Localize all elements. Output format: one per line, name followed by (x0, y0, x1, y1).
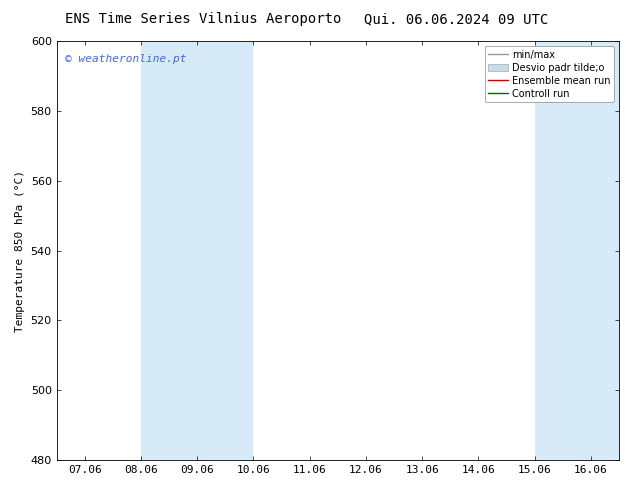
Bar (141, 41, 254, 460)
Text: © weatheronline.pt: © weatheronline.pt (65, 53, 186, 64)
Legend: min/max, Desvio padr tilde;o, Ensemble mean run, Controll run: min/max, Desvio padr tilde;o, Ensemble m… (484, 46, 614, 102)
Bar (534, 41, 619, 460)
Text: Qui. 06.06.2024 09 UTC: Qui. 06.06.2024 09 UTC (365, 12, 548, 26)
Text: ENS Time Series Vilnius Aeroporto: ENS Time Series Vilnius Aeroporto (65, 12, 341, 26)
Y-axis label: Temperature 850 hPa (°C): Temperature 850 hPa (°C) (15, 170, 25, 332)
